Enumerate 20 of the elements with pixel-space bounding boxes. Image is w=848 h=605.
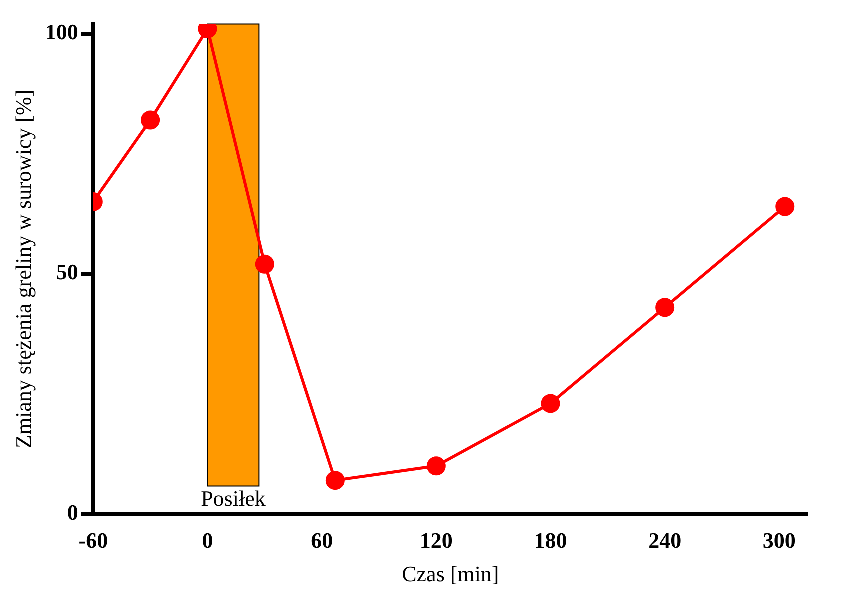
x-tick-label: 60 <box>311 528 334 554</box>
point <box>656 298 675 318</box>
x-tick-label: 120 <box>420 528 453 554</box>
band-label: Posiłek <box>201 486 266 511</box>
x-tick-label: 0 <box>202 528 214 554</box>
point <box>426 456 446 476</box>
x-tick-label: -60 <box>78 528 108 554</box>
x-axis-title: Czas [min] <box>402 562 500 587</box>
x-tick-label: 180 <box>534 528 568 554</box>
point <box>776 197 795 216</box>
y-axis-title: Zmiany stężenia greliny w surowicy [%] <box>10 90 36 449</box>
x-tick-label: 240 <box>648 528 682 554</box>
point <box>541 394 560 414</box>
x-tick-label: 300 <box>762 528 796 554</box>
point <box>326 471 345 490</box>
y-tick-label: 0 <box>67 500 78 525</box>
y-tick-label: 100 <box>45 19 78 44</box>
y-tick-label: 50 <box>56 260 78 285</box>
point <box>141 110 160 130</box>
point <box>255 254 274 274</box>
